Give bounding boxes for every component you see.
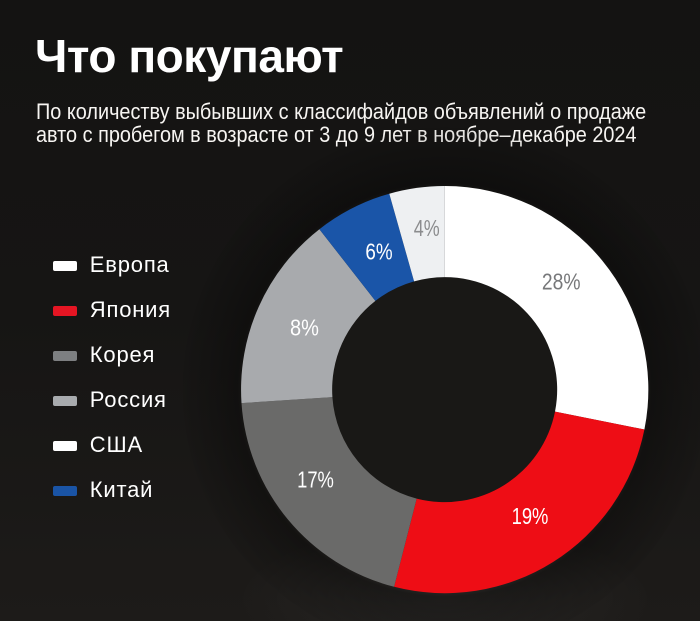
svg-text:8%: 8%	[290, 314, 319, 341]
svg-text:4%: 4%	[414, 216, 440, 242]
svg-text:17%: 17%	[297, 468, 334, 493]
svg-text:28%: 28%	[542, 270, 581, 295]
svg-text:19%: 19%	[512, 504, 549, 529]
svg-text:6%: 6%	[365, 240, 392, 265]
